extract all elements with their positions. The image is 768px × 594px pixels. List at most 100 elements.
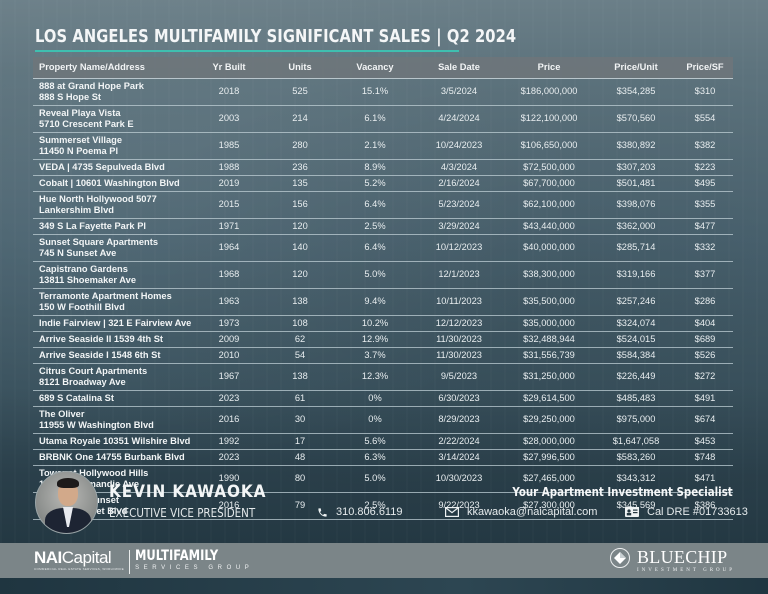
property-name: Capistrano Gardens	[39, 263, 128, 274]
property-name: Tower at Hollywood Hills	[39, 467, 149, 478]
cell-units: 62	[265, 331, 335, 348]
cell-price-sf: $310	[677, 78, 733, 106]
cell-price-sf: $554	[677, 105, 733, 133]
cell-yr-built: 1971	[193, 218, 265, 235]
cell-yr-built: 2018	[193, 78, 265, 106]
cell-price-sf: $382	[677, 132, 733, 160]
property-name: BRBNK One 14755 Burbank Blvd	[39, 451, 185, 462]
cell-price: $62,100,000	[503, 191, 595, 219]
cell-price-unit: $1,647,058	[595, 433, 677, 450]
cell-price-unit: $362,000	[595, 218, 677, 235]
footer-logo-bar: NAICapital COMMERCIAL REAL ESTATE SERVIC…	[0, 543, 768, 578]
phone-contact[interactable]: 310.806.6119	[317, 506, 402, 518]
cell-price-unit: $524,015	[595, 331, 677, 348]
cell-property: 349 S La Fayette Park Pl	[33, 218, 193, 235]
header-price-unit: Price/Unit	[595, 57, 677, 79]
table-row: Summerset Village 11450 N Poema Pl 1985 …	[33, 132, 733, 160]
cell-units: 48	[265, 449, 335, 466]
bluechip-logo: BLUECHIP INVESTMENT GROUP	[609, 547, 735, 574]
cell-price-sf: $477	[677, 218, 733, 235]
cell-yr-built: 2009	[193, 331, 265, 348]
cell-yr-built: 1990	[193, 465, 265, 493]
title-underline	[35, 50, 459, 52]
property-name: Hue North Hollywood 5077	[39, 193, 157, 204]
cell-property: The Oliver 11955 W Washington Blvd	[33, 406, 193, 434]
cell-price: $29,250,000	[503, 406, 595, 434]
cell-price-sf: $386	[677, 492, 733, 520]
property-name: Cobalt | 10601 Washington Blvd	[39, 177, 180, 188]
cell-property: Terramonte Apartment Homes 150 W Foothil…	[33, 288, 193, 316]
cell-price-unit: $570,560	[595, 105, 677, 133]
cell-units: 280	[265, 132, 335, 160]
cell-yr-built: 1973	[193, 315, 265, 332]
cell-property: Arrive Seaside I 1548 6th St	[33, 347, 193, 364]
cell-sale-date: 11/30/2023	[415, 331, 503, 348]
cell-price-sf: $495	[677, 175, 733, 192]
cell-sale-date: 11/30/2023	[415, 347, 503, 364]
cell-property: Capistrano Gardens 13811 Shoemaker Ave	[33, 261, 193, 289]
cell-price-unit: $307,203	[595, 159, 677, 176]
cell-property: Reveal Playa Vista 5710 Crescent Park E	[33, 105, 193, 133]
property-name: Reveal Playa Vista	[39, 107, 121, 118]
cell-price: $72,500,000	[503, 159, 595, 176]
table-body: 888 at Grand Hope Park 888 S Hope St 201…	[33, 78, 733, 520]
table-row: Citrus Court Apartments 8121 Broadway Av…	[33, 363, 733, 391]
cell-units: 54	[265, 347, 335, 364]
cell-vacancy: 6.4%	[335, 191, 415, 219]
email-contact[interactable]: kkawaoka@naicapital.com	[445, 506, 597, 518]
cell-price: $186,000,000	[503, 78, 595, 106]
property-name: Citrus Court Apartments	[39, 365, 148, 376]
cell-units: 17	[265, 433, 335, 450]
cell-vacancy: 5.2%	[335, 175, 415, 192]
table-header-row: Property Name/Address Yr Built Units Vac…	[33, 57, 733, 79]
agent-title: EXECUTIVE VICE PRESIDENT	[109, 506, 256, 520]
cell-sale-date: 5/23/2024	[415, 191, 503, 219]
page-title: LOS ANGELES MULTIFAMILY SIGNIFICANT SALE…	[35, 27, 517, 47]
cell-vacancy: 2.5%	[335, 492, 415, 520]
cell-yr-built: 2016	[193, 406, 265, 434]
cell-yr-built: 2023	[193, 390, 265, 407]
bluechip-diamond-icon	[609, 547, 631, 574]
cell-property: Summerset Village 11450 N Poema Pl	[33, 132, 193, 160]
cell-vacancy: 6.1%	[335, 105, 415, 133]
cell-yr-built: 1963	[193, 288, 265, 316]
cell-sale-date: 9/22/2023	[415, 492, 503, 520]
cell-yr-built: 1968	[193, 261, 265, 289]
cell-sale-date: 2/22/2024	[415, 433, 503, 450]
table-row: BRBNK One 14755 Burbank Blvd 2023 48 6.3…	[33, 449, 733, 466]
property-name: Arrive Seaside II 1539 4th St	[39, 333, 164, 344]
cell-sale-date: 10/30/2023	[415, 465, 503, 493]
cell-price: $35,500,000	[503, 288, 595, 316]
cell-price-sf: $471	[677, 465, 733, 493]
property-address: 11450 N Poema Pl	[39, 145, 119, 156]
cell-vacancy: 9.4%	[335, 288, 415, 316]
cell-property: 689 S Catalina St	[33, 390, 193, 407]
cell-units: 108	[265, 315, 335, 332]
partner-name: BLUECHIP	[637, 547, 728, 567]
cell-yr-built: 1992	[193, 433, 265, 450]
nai-brand-bold: NAI	[34, 548, 62, 567]
cell-price-sf: $689	[677, 331, 733, 348]
cell-vacancy: 5.0%	[335, 465, 415, 493]
cell-property: VEDA | 4735 Sepulveda Blvd	[33, 159, 193, 176]
cell-units: 138	[265, 288, 335, 316]
cell-vacancy: 12.3%	[335, 363, 415, 391]
cell-price-sf: $272	[677, 363, 733, 391]
cell-price-sf: $332	[677, 234, 733, 262]
nai-brand-rest: Capital	[61, 548, 112, 567]
cell-sale-date: 10/12/2023	[415, 234, 503, 262]
cell-price-sf: $377	[677, 261, 733, 289]
cell-sale-date: 6/30/2023	[415, 390, 503, 407]
cell-price: $31,556,739	[503, 347, 595, 364]
property-name: Arrive Seaside I 1548 6th St	[39, 349, 161, 360]
cell-units: 120	[265, 261, 335, 289]
cell-yr-built: 2015	[193, 191, 265, 219]
cell-yr-built: 1967	[193, 363, 265, 391]
cell-price: $27,300,000	[503, 492, 595, 520]
cell-sale-date: 12/12/2023	[415, 315, 503, 332]
cell-vacancy: 15.1%	[335, 78, 415, 106]
cell-units: 80	[265, 465, 335, 493]
property-address: 745 N Sunset Ave	[39, 247, 117, 258]
table-row: Utama Royale 10351 Wilshire Blvd 1992 17…	[33, 433, 733, 450]
cell-property: Arrive Seaside II 1539 4th St	[33, 331, 193, 348]
